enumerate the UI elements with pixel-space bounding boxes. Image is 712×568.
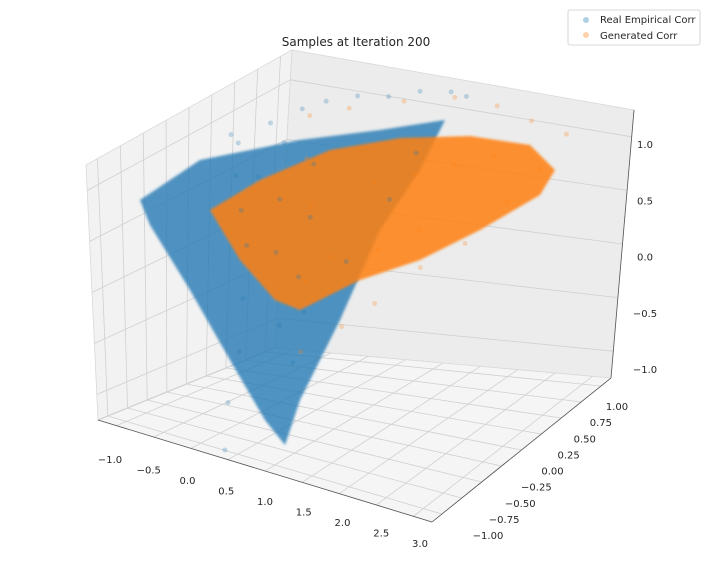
generated-corr-point — [462, 240, 468, 246]
y-tick-label: 0.75 — [590, 418, 612, 429]
generated-corr-point — [304, 155, 310, 161]
real-corr-point — [386, 94, 392, 100]
legend-label-generated: Generated Corr — [600, 31, 678, 42]
y-grid-line — [186, 383, 522, 451]
z-grid-line — [87, 79, 291, 191]
real-corr-point — [238, 207, 244, 213]
generated-corr-point — [375, 247, 381, 253]
real-corr-point — [448, 89, 454, 95]
real-corr-point — [323, 98, 329, 104]
real-corr-point — [301, 309, 307, 315]
generated-corr-point — [346, 105, 352, 111]
generated-corr-point — [412, 171, 418, 177]
real-corr-point — [277, 196, 283, 202]
generated-corr-point — [529, 118, 535, 124]
y-tick-label: 1.00 — [606, 402, 628, 413]
real-corr-point — [273, 249, 279, 255]
real-corr-point — [222, 447, 228, 453]
tick-labels: −1.0 −0.5 0.0 0.5 1.0 1.5 2.0 2.5 3.0 −1.00 −0.75 −… — [98, 140, 657, 550]
z-tick-label: 1.0 — [637, 140, 653, 151]
z-tick-label: −0.5 — [633, 309, 657, 320]
y-grid-line — [127, 407, 462, 499]
y-tick-label: 0.25 — [557, 450, 579, 461]
generated-corr-point — [372, 300, 378, 306]
real-corr-point — [233, 173, 239, 179]
real-corr-point — [290, 360, 296, 366]
real-corr-point — [277, 322, 283, 328]
real-corr-point — [343, 259, 349, 265]
legend-marker-generated — [583, 32, 589, 38]
y-tick-label: 0.00 — [541, 467, 563, 478]
generated-corr-point — [308, 202, 314, 208]
generated-corr-point — [401, 98, 407, 104]
generated-corr-point — [491, 153, 497, 159]
real-corr-point — [463, 94, 469, 100]
generated-corr-point — [328, 254, 334, 260]
generated-corr-point — [416, 226, 422, 232]
real-corr-point — [355, 93, 361, 99]
real-corr-point — [299, 106, 305, 112]
y-grid-line — [107, 415, 443, 515]
y-grid-line — [147, 399, 482, 483]
generated-corr-point — [537, 167, 543, 173]
real-corr-point — [281, 140, 287, 146]
y-tick-label: −0.75 — [489, 515, 520, 526]
real-corr-point — [235, 140, 241, 146]
generated-corr-point — [494, 103, 500, 109]
generated-corr-point — [298, 349, 304, 355]
x-tick-label: −0.5 — [137, 466, 161, 477]
generated-corr-point — [303, 279, 309, 285]
x-tick-label: 0.0 — [180, 476, 196, 487]
generated-corr-point — [339, 324, 345, 330]
generated-corr-cloud — [210, 136, 555, 310]
x-tick-label: 1.0 — [257, 497, 273, 508]
generated-corr-point — [372, 180, 378, 186]
real-corr-point — [255, 174, 261, 180]
generated-corr-point — [452, 94, 458, 100]
x-tick-label: 3.0 — [412, 539, 428, 550]
real-corr-point — [268, 120, 274, 126]
real-corr-point — [244, 242, 250, 248]
y-grid-line — [166, 391, 502, 467]
z-tick-label: −1.0 — [633, 365, 657, 376]
z-tick-label: 0.0 — [637, 253, 653, 264]
z-axis-line — [610, 109, 635, 379]
real-corr-point — [225, 400, 231, 406]
real-corr-point — [228, 132, 234, 138]
x-tick-label: 2.5 — [373, 529, 389, 540]
y-tick-label: 0.50 — [574, 434, 596, 445]
real-corr-point — [296, 274, 302, 280]
generated-corr-point — [417, 265, 423, 271]
real-corr-point — [387, 196, 393, 202]
real-corr-point — [307, 214, 313, 220]
series-generated-corr — [210, 136, 555, 310]
z-tick-label: 0.5 — [637, 196, 653, 207]
generated-corr-point — [504, 199, 510, 205]
legend-marker-real — [583, 17, 589, 23]
y-tick-label: −0.50 — [505, 499, 536, 510]
generated-corr-point — [563, 131, 569, 137]
generated-corr-point — [452, 162, 458, 168]
real-corr-point — [413, 150, 419, 156]
x-tick-label: 1.5 — [296, 508, 312, 519]
legend-box — [567, 9, 701, 46]
x-axis-line — [97, 419, 433, 523]
y-tick-label: −0.25 — [521, 483, 552, 494]
legend-label-real: Real Empirical Corr — [600, 15, 696, 26]
generated-corr-point — [307, 113, 313, 119]
real-corr-point — [311, 161, 317, 167]
legend: Real Empirical Corr Generated Corr — [567, 9, 701, 46]
real-corr-point — [236, 349, 242, 355]
real-corr-point — [417, 88, 423, 94]
chart-title: Samples at Iteration 200 — [282, 35, 431, 49]
points-layer — [222, 88, 569, 453]
y-axis-line — [431, 377, 612, 523]
z-grid-line — [290, 79, 632, 138]
x-tick-label: −1.0 — [98, 455, 122, 466]
y-tick-label: −1.00 — [473, 531, 504, 542]
real-corr-point — [240, 296, 246, 302]
x-tick-label: 0.5 — [218, 487, 234, 498]
x-tick-label: 2.0 — [335, 518, 351, 529]
